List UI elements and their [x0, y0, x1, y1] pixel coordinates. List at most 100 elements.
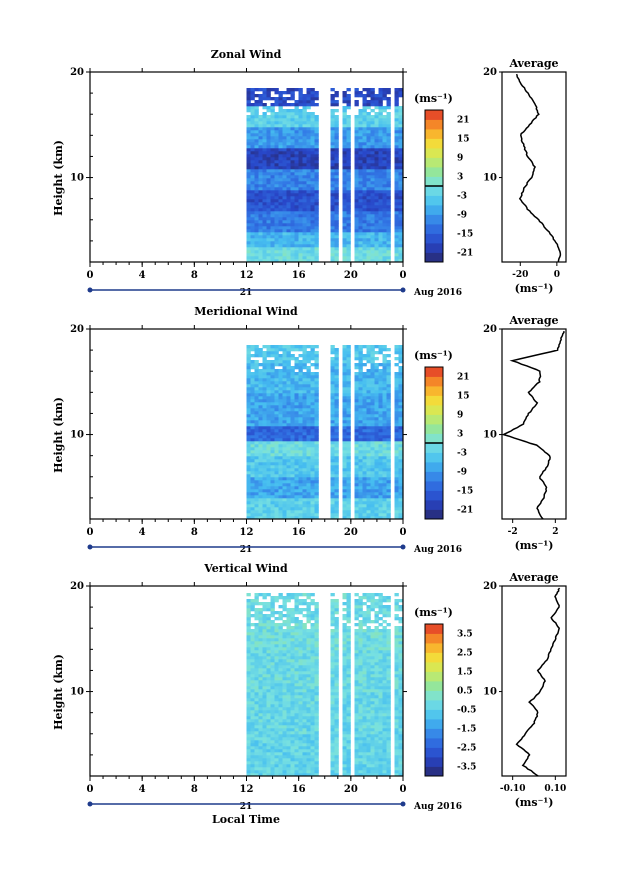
heatmap-cell [334, 247, 339, 251]
heatmap-cell [298, 722, 303, 726]
heatmap-cell [266, 133, 271, 137]
heatmap-cell [306, 121, 311, 125]
heatmap-cell [282, 498, 287, 502]
heatmap-cell [270, 599, 275, 603]
heatmap-cell [334, 471, 339, 475]
heatmap-cell [330, 256, 335, 260]
heatmap-cell [278, 773, 283, 777]
heatmap-cell [370, 214, 375, 218]
heatmap-cell [342, 172, 347, 176]
heatmap-cell [286, 635, 291, 639]
heatmap-cell [298, 731, 303, 735]
heatmap-cell [362, 483, 367, 487]
heatmap-cell [334, 402, 339, 406]
heatmap-cell [258, 160, 263, 164]
heatmap-cell [270, 611, 275, 615]
heatmap-cell [378, 229, 383, 233]
heatmap-cell [266, 761, 271, 765]
heatmap-cell [386, 510, 391, 514]
heatmap-cell [262, 773, 267, 777]
heatmap-cell [378, 351, 383, 355]
heatmap-cell [366, 181, 371, 185]
heatmap-cell [366, 115, 371, 119]
heatmap-cell [378, 256, 383, 260]
heatmap-cell [274, 767, 279, 771]
heatmap-cell [282, 381, 287, 385]
heatmap-cell [370, 429, 375, 433]
heatmap-cell [342, 202, 347, 206]
heatmap-cell [306, 602, 311, 606]
heatmap-cell [306, 211, 311, 215]
heatmap-cell [366, 103, 371, 107]
heatmap-cell [342, 181, 347, 185]
heatmap-cell [362, 453, 367, 457]
heatmap-cell [262, 504, 267, 508]
heatmap-cell [378, 432, 383, 436]
heatmap-cell [282, 510, 287, 514]
heatmap-cell [262, 447, 267, 451]
heatmap-cell [298, 755, 303, 759]
heatmap-cell [254, 650, 259, 654]
heatmap-cell [282, 692, 287, 696]
heatmap-cell [298, 241, 303, 245]
heatmap-cell [314, 414, 319, 418]
heatmap-cell [270, 187, 275, 191]
heatmap-cell [246, 250, 251, 254]
heatmap-cell [274, 683, 279, 687]
heatmap-cell [278, 393, 283, 397]
heatmap-cell [302, 450, 307, 454]
heatmap-cell [266, 426, 271, 430]
heatmap-cell [290, 420, 295, 424]
heatmap-cell [382, 423, 387, 427]
heatmap-cell [302, 599, 307, 603]
heatmap-cell [330, 441, 335, 445]
heatmap-cell [378, 196, 383, 200]
heatmap-cell [258, 773, 263, 777]
heatmap-cell [398, 208, 403, 212]
heatmap-cell [398, 513, 403, 517]
heatmap-cell [274, 175, 279, 179]
heatmap-cell [362, 501, 367, 505]
heatmap-cell [354, 459, 359, 463]
heatmap-cell [294, 722, 299, 726]
heatmap-cell [342, 417, 347, 421]
heatmap-cell [266, 154, 271, 158]
heatmap-cell [266, 477, 271, 481]
heatmap-cell [374, 471, 379, 475]
heatmap-cell [394, 504, 399, 508]
heatmap-cell [302, 399, 307, 403]
heatmap-cell [278, 680, 283, 684]
x-tick-label: 8 [191, 270, 198, 281]
heatmap-cell [370, 142, 375, 146]
heatmap-cell [354, 181, 359, 185]
heatmap-cell [266, 217, 271, 221]
colorbar-unit: (ms⁻¹) [414, 349, 453, 362]
heatmap-cell [394, 91, 399, 95]
heatmap-cell [346, 115, 351, 119]
heatmap-cell [278, 758, 283, 762]
heatmap-cell [306, 112, 311, 116]
heatmap-cell [394, 405, 399, 409]
heatmap-cell [254, 166, 259, 170]
heatmap-cell [362, 151, 367, 155]
heatmap-cell [382, 181, 387, 185]
heatmap-cell [314, 686, 319, 690]
heatmap-cell [306, 241, 311, 245]
heatmap-cell [270, 767, 275, 771]
heatmap-cell [382, 193, 387, 197]
heatmap-cell [378, 136, 383, 140]
heatmap-cell [298, 214, 303, 218]
heatmap-cell [270, 695, 275, 699]
heatmap-cell [370, 205, 375, 209]
heatmap-cell [314, 387, 319, 391]
heatmap-cell [294, 447, 299, 451]
heatmap-cell [302, 671, 307, 675]
heatmap-cell [270, 662, 275, 666]
heatmap-cell [274, 495, 279, 499]
heatmap-cell [250, 354, 255, 358]
heatmap-cell [246, 510, 251, 514]
heatmap-cell [306, 755, 311, 759]
heatmap-cell [346, 175, 351, 179]
heatmap-cell [258, 441, 263, 445]
heatmap-cell [366, 357, 371, 361]
